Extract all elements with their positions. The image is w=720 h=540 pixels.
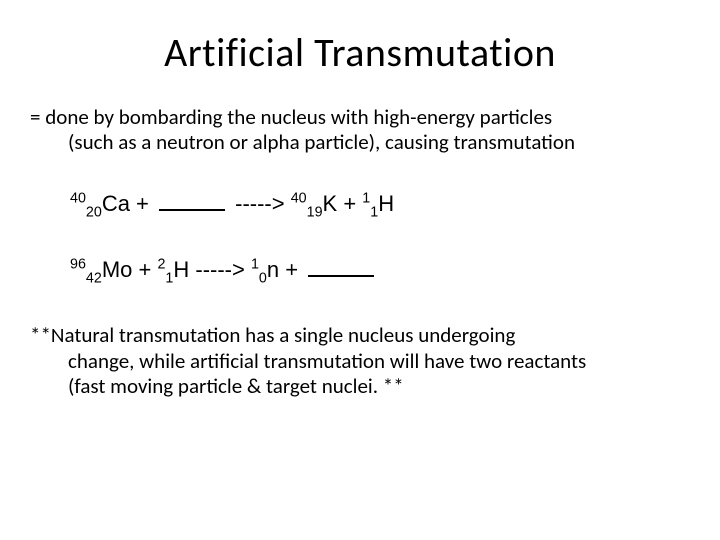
eq1-arrow: -----> (229, 191, 291, 216)
eq2-reactant1-mass: 96 (70, 257, 86, 273)
footnote-line1: **Natural transmutation has a single nuc… (30, 322, 515, 348)
eq2-reactant2-symbol: H (173, 257, 189, 282)
equations-block: 4020Ca + -----> 4019K + 11H 9642Mo + 21H… (70, 187, 690, 283)
eq1-product1-mass: 40 (291, 191, 307, 207)
eq1-product1-z: 19 (307, 205, 323, 221)
equation-2: 9642Mo + 21H -----> 10n + (70, 253, 690, 283)
eq2-blank (308, 253, 374, 277)
eq2-arrow: -----> (189, 257, 251, 282)
eq2-reactant1-z: 42 (86, 271, 102, 287)
eq1-product2-z: 1 (370, 205, 378, 221)
slide: Artificial Transmutation = done by bomba… (0, 0, 720, 540)
eq2-product1-symbol: n (267, 257, 279, 282)
equation-1: 4020Ca + -----> 4019K + 11H (70, 187, 690, 217)
footnote-text: **Natural transmutation has a single nuc… (30, 323, 690, 399)
eq1-blank (159, 187, 225, 211)
eq2-reactant1-symbol: Mo (102, 257, 133, 282)
eq1-reactant1-mass: 40 (70, 191, 86, 207)
slide-title: Artificial Transmutation (30, 28, 690, 77)
footnote-line3: (fast moving particle & target nuclei. *… (68, 374, 690, 399)
definition-line1: = done by bombarding the nucleus with hi… (30, 104, 552, 130)
definition-text: = done by bombarding the nucleus with hi… (30, 105, 690, 155)
definition-line2: (such as a neutron or alpha particle), c… (68, 130, 690, 155)
eq2-product1-mass: 1 (251, 257, 259, 273)
eq2-plus1: + (132, 257, 157, 282)
footnote-line2: change, while artificial transmutation w… (68, 349, 690, 374)
eq1-plus1: + (130, 191, 155, 216)
eq1-reactant1-symbol: Ca (102, 191, 130, 216)
eq1-plus2: + (337, 191, 362, 216)
eq1-product2-symbol: H (378, 191, 394, 216)
eq1-product1-symbol: K (323, 191, 338, 216)
eq2-plus2: + (279, 257, 304, 282)
eq2-product1-z: 0 (259, 271, 267, 287)
eq1-reactant1-z: 20 (86, 205, 102, 221)
